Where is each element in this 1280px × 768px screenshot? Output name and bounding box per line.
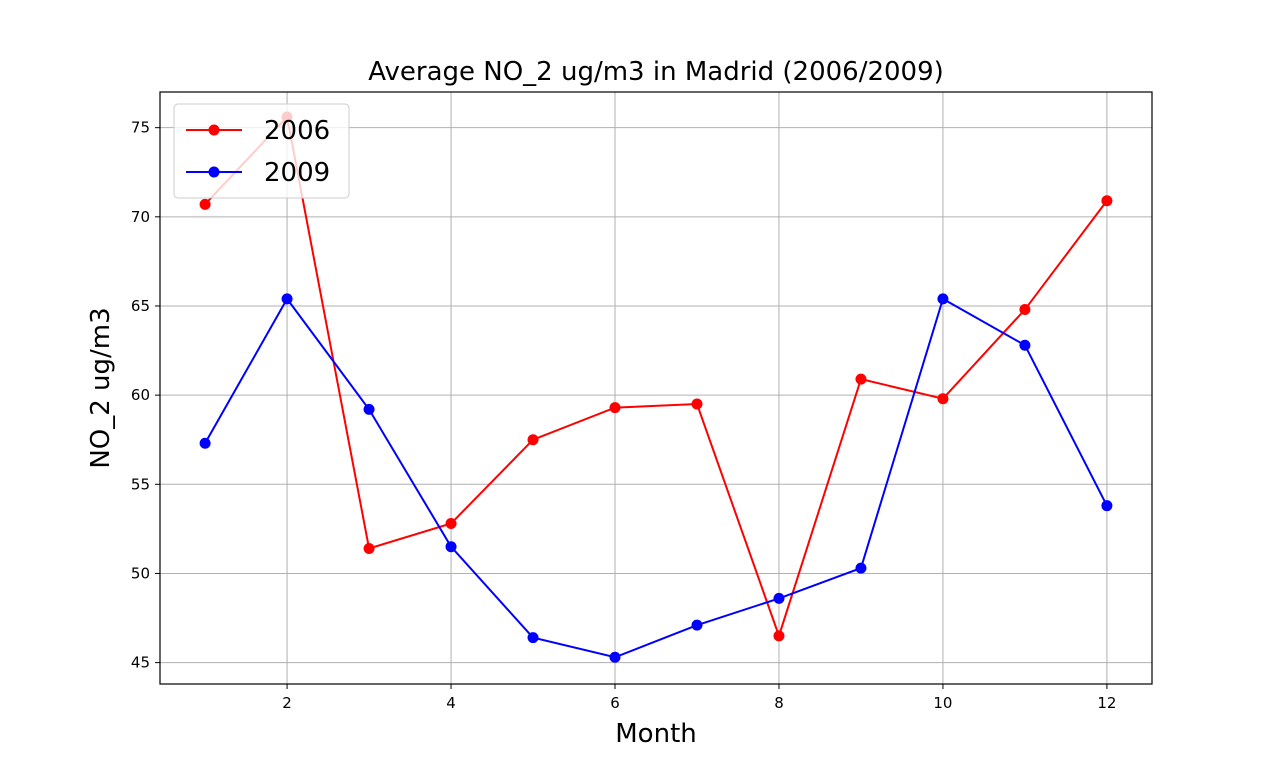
series-line-2006: [204, 114, 1108, 639]
axis-ticks: 2 4 6 8 10 12 45 50 55 60 65 70 75: [131, 119, 1117, 712]
data-point: [855, 562, 867, 574]
data-point: [363, 542, 375, 554]
plot-frame: [159, 91, 1153, 685]
legend-marker: [208, 124, 220, 136]
data-point: [527, 632, 539, 644]
y-tick-label: 55: [131, 475, 150, 493]
data-series: [199, 111, 1113, 663]
series-2009: [199, 293, 1113, 663]
legend-label: 2006: [264, 116, 330, 146]
data-point: [445, 518, 457, 530]
data-point: [445, 541, 457, 553]
data-point: [691, 398, 703, 410]
x-axis-label: Month: [615, 719, 697, 749]
y-tick-label: 75: [131, 119, 150, 137]
data-point: [199, 437, 211, 449]
grid-lines: [160, 92, 1152, 684]
data-point: [609, 402, 621, 414]
data-point: [937, 293, 949, 305]
data-point: [773, 592, 785, 604]
y-tick-label: 45: [131, 654, 150, 672]
y-tick-label: 60: [131, 386, 150, 404]
y-tick-label: 65: [131, 297, 150, 315]
x-tick-label: 6: [610, 694, 620, 712]
data-point: [855, 373, 867, 385]
legend: 2006 2009: [173, 103, 350, 199]
chart-title: Average NO_2 ug/m3 in Madrid (2006/2009): [368, 57, 944, 87]
y-tick-label: 70: [131, 208, 150, 226]
x-tick-label: 10: [933, 694, 952, 712]
data-point: [281, 293, 293, 305]
legend-item-2009: 2009: [186, 158, 330, 188]
x-tick-label: 12: [1097, 694, 1116, 712]
legend-label: 2009: [264, 158, 330, 188]
data-point: [1101, 500, 1113, 512]
data-point: [199, 198, 211, 210]
data-point: [527, 434, 539, 446]
data-point: [1019, 304, 1031, 316]
x-tick-label: 8: [774, 694, 784, 712]
y-tick-label: 50: [131, 564, 150, 582]
data-point: [773, 630, 785, 642]
data-point: [1019, 339, 1031, 351]
y-axis-label: NO_2 ug/m3: [86, 307, 116, 468]
x-tick-label: 2: [282, 694, 292, 712]
data-point: [609, 651, 621, 663]
data-point: [937, 393, 949, 405]
series-line-2009: [204, 297, 1108, 659]
data-point: [1101, 195, 1113, 207]
data-point: [363, 403, 375, 415]
data-point: [691, 619, 703, 631]
x-tick-label: 4: [446, 694, 456, 712]
legend-marker: [208, 166, 220, 178]
legend-item-2006: 2006: [186, 116, 330, 146]
